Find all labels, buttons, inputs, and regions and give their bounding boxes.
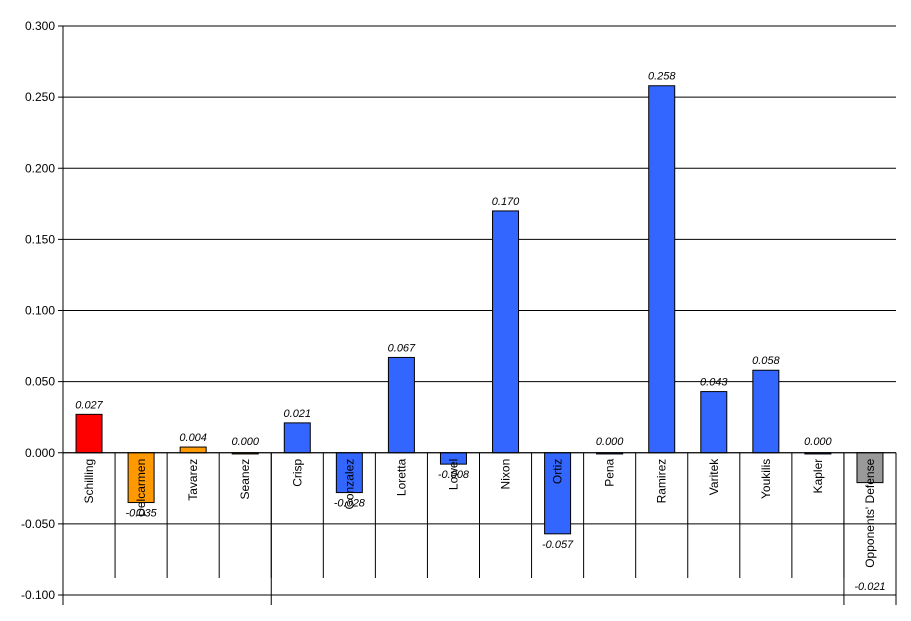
category-label: Opponents' Defense <box>863 458 877 567</box>
y-tick-label: -0.050 <box>21 517 55 531</box>
bar <box>387 356 415 454</box>
data-label: -0.008 <box>438 469 470 481</box>
bar <box>544 452 572 535</box>
y-tick-label: 0.050 <box>25 375 55 389</box>
data-label: 0.058 <box>752 355 780 367</box>
data-label: -0.057 <box>542 539 574 551</box>
data-label: 0.067 <box>388 342 416 354</box>
bar <box>648 85 676 454</box>
category-labels: Schilling Delcarmen Tavarez Seanez Crisp Gonz… <box>82 458 877 568</box>
data-label: 0.258 <box>648 71 676 83</box>
category-label: Crisp <box>290 458 304 486</box>
category-label: Nixon <box>499 459 513 490</box>
y-tick-label: -0.100 <box>21 588 55 602</box>
y-tick-label: 0.300 <box>25 19 55 33</box>
data-label: 0.027 <box>75 399 103 411</box>
data-label: 0.000 <box>596 436 624 448</box>
bar <box>283 422 311 454</box>
category-label: Varitek <box>707 458 721 495</box>
bar <box>179 446 207 454</box>
bar <box>492 210 520 454</box>
data-label: 0.004 <box>179 432 207 444</box>
y-tick-label: 0.200 <box>25 161 55 175</box>
bar <box>127 452 155 504</box>
y-tick-label: 0.150 <box>25 232 55 246</box>
category-label: Kapler <box>811 459 825 494</box>
category-label: Tavarez <box>186 459 200 501</box>
data-label: 0.021 <box>284 408 312 420</box>
category-label: Delcarmen <box>134 459 148 517</box>
data-label: 0.000 <box>231 436 259 448</box>
y-axis: 0.300 0.250 0.200 0.150 0.100 0.050 0.000 -0.05… <box>21 19 64 605</box>
category-label: Youkilis <box>759 459 773 499</box>
data-labels: 0.027 -0.035 0.004 0.000 0.021 -0.028 0.067 -0.… <box>75 71 885 593</box>
category-label: Seanez <box>238 459 252 500</box>
data-label: 0.000 <box>804 436 832 448</box>
bar <box>75 413 103 454</box>
y-tick-label: 0.000 <box>25 446 55 460</box>
y-tick-label: 0.250 <box>25 90 55 104</box>
category-label: Loretta <box>394 458 408 496</box>
bar <box>335 452 363 494</box>
bar <box>752 369 780 454</box>
category-group-lines <box>62 452 897 605</box>
category-label: Schilling <box>82 459 96 504</box>
category-label: Lowel <box>446 459 460 490</box>
category-label: Pena <box>603 458 617 486</box>
bar <box>700 391 728 454</box>
data-label: 0.043 <box>700 377 728 389</box>
data-label: 0.170 <box>492 196 520 208</box>
data-label: -0.021 <box>854 581 885 593</box>
category-label: Ramirez <box>655 459 669 504</box>
data-label: -0.028 <box>334 498 366 510</box>
category-label: Ortiz <box>551 459 565 484</box>
data-label: -0.035 <box>125 508 157 520</box>
y-tick-label: 0.100 <box>25 304 55 318</box>
category-label: Gonzalez <box>342 459 356 510</box>
